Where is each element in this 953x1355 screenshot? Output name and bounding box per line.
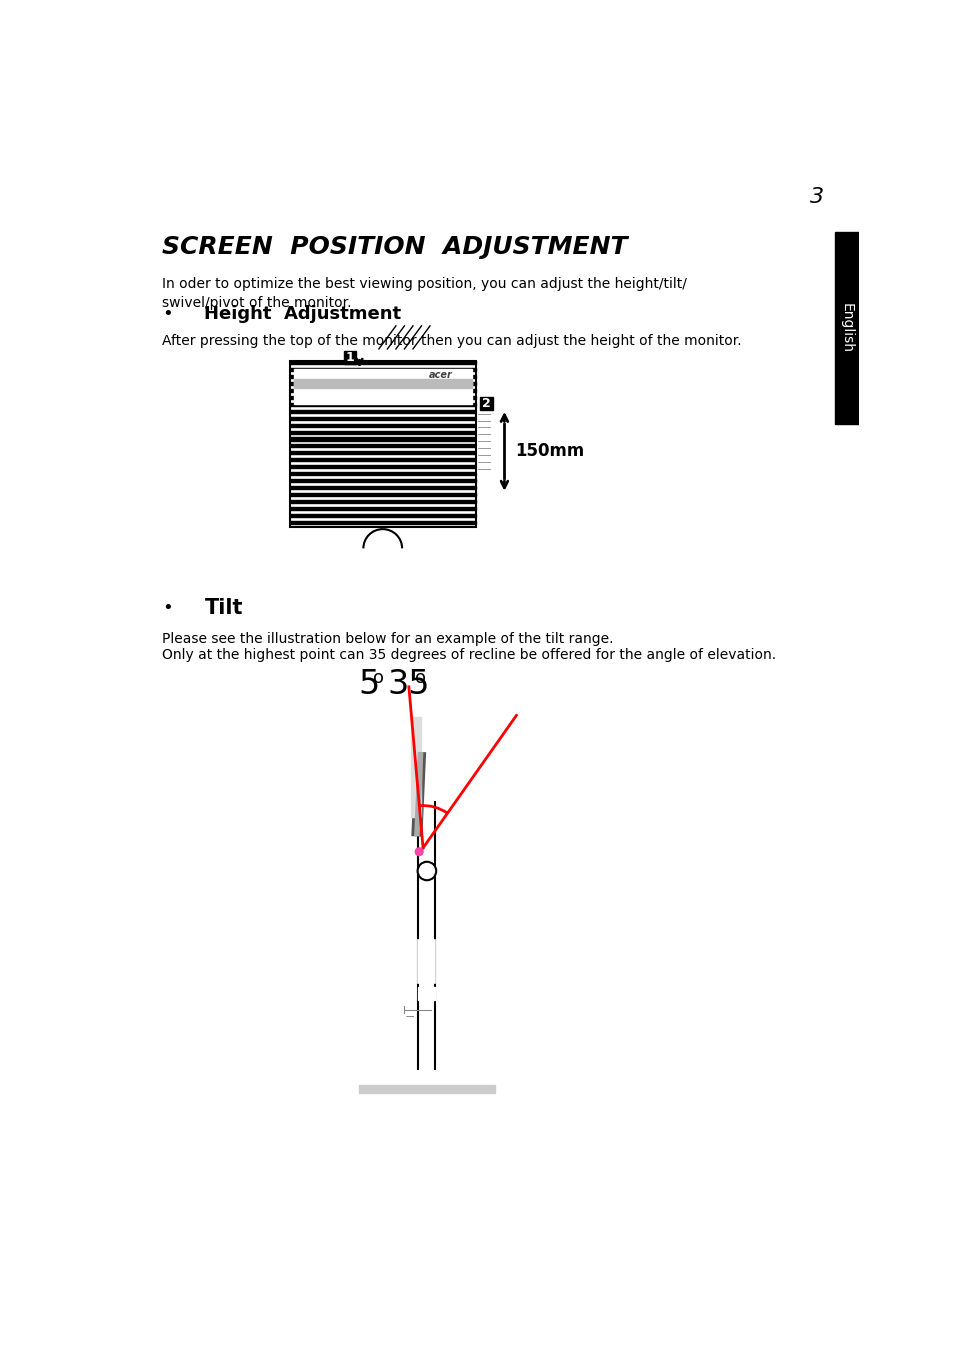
Text: 3: 3	[809, 187, 823, 207]
Bar	[290, 362, 476, 364]
Bar	[290, 472, 476, 476]
Bar	[290, 396, 476, 398]
Bar	[480, 397, 493, 409]
Bar	[290, 507, 476, 509]
Text: 35: 35	[387, 668, 430, 701]
Bar	[290, 362, 476, 527]
Bar	[418, 940, 435, 982]
Bar	[835, 232, 858, 424]
Bar	[290, 458, 476, 461]
Bar	[290, 438, 476, 440]
Bar	[290, 514, 476, 516]
Bar	[294, 369, 472, 404]
Bar	[290, 402, 476, 406]
Bar	[320, 596, 444, 610]
Text: SCREEN  POSITION  ADJUSTMENT: SCREEN POSITION ADJUSTMENT	[162, 236, 627, 259]
Bar	[290, 480, 476, 482]
Bar	[359, 1085, 495, 1092]
Text: 1: 1	[345, 351, 355, 364]
Text: English: English	[839, 304, 853, 354]
Text: o: o	[373, 669, 383, 687]
Text: 2: 2	[481, 397, 491, 411]
Bar	[290, 520, 476, 524]
Bar	[290, 451, 476, 454]
Bar	[290, 444, 476, 447]
Text: In oder to optimize the best viewing position, you can adjust the height/tilt/
s: In oder to optimize the best viewing pos…	[162, 276, 686, 310]
Text: 5: 5	[357, 668, 378, 701]
Bar	[290, 375, 476, 378]
Text: —: —	[405, 1012, 414, 1020]
Bar	[290, 465, 476, 469]
Bar	[418, 986, 435, 1000]
Text: Please see the illustration below for an example of the tilt range.: Please see the illustration below for an…	[162, 633, 613, 646]
Text: •: •	[162, 599, 172, 617]
Bar	[290, 486, 476, 489]
Bar	[290, 431, 476, 434]
Text: •: •	[162, 305, 172, 324]
Bar	[290, 500, 476, 503]
Bar	[411, 717, 420, 817]
Circle shape	[415, 848, 422, 855]
Bar	[476, 408, 491, 473]
Text: acer: acer	[429, 370, 453, 381]
Text: 150mm: 150mm	[515, 442, 584, 461]
Text: Height  Adjustment: Height Adjustment	[204, 305, 401, 324]
Bar	[372, 589, 394, 596]
Bar	[344, 351, 356, 363]
Circle shape	[417, 862, 436, 881]
Bar	[290, 417, 476, 420]
Bar	[290, 409, 476, 413]
Bar	[290, 369, 476, 371]
Bar	[290, 493, 476, 496]
Bar	[359, 1072, 495, 1085]
Text: o: o	[415, 669, 426, 687]
Text: Only at the highest point can 35 degrees of recline be offered for the angle of : Only at the highest point can 35 degrees…	[162, 648, 775, 661]
Bar	[290, 362, 476, 527]
Bar	[294, 379, 472, 389]
Text: Tilt: Tilt	[204, 598, 243, 618]
Text: After pressing the top of the monitor then you can adjust the height of the moni: After pressing the top of the monitor th…	[162, 333, 740, 347]
Bar	[369, 527, 396, 592]
Bar	[290, 424, 476, 427]
Bar	[290, 382, 476, 385]
Bar	[290, 389, 476, 392]
